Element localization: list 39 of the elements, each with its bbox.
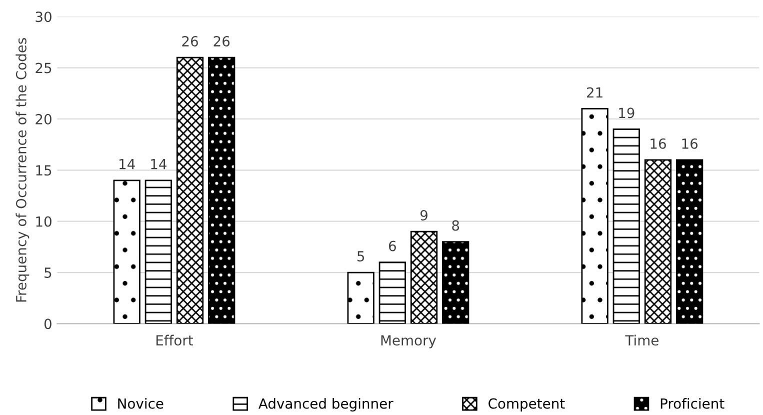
data-label: 26: [182, 36, 198, 47]
y-tick-label: 25: [36, 62, 52, 74]
y-axis-title: Frequency of Occurrence of the Codes: [16, 38, 30, 302]
bar: [347, 272, 374, 324]
y-tick-label: 10: [36, 216, 52, 227]
bar: [176, 56, 204, 324]
legend-label: Competent: [488, 398, 565, 412]
data-label: 5: [357, 251, 364, 262]
x-tick-label: Memory: [381, 335, 436, 348]
bar: [378, 262, 406, 324]
data-label: 8: [452, 220, 460, 231]
y-tick-label: 20: [36, 114, 52, 124]
bar: [581, 108, 608, 324]
y-tick-label: 0: [44, 318, 52, 330]
data-label: 14: [120, 159, 135, 170]
x-tick-label: Effort: [156, 334, 193, 346]
y-tick-label: 15: [36, 165, 52, 176]
data-label: 9: [420, 210, 428, 221]
x-tick-label: Time: [625, 334, 658, 346]
bar: [113, 180, 140, 324]
y-tick-label: 30: [36, 12, 52, 22]
y-tick-label: 5: [44, 268, 52, 278]
data-label: 19: [619, 108, 634, 118]
legend-label: Proficient: [660, 398, 724, 409]
data-label: 14: [151, 159, 166, 170]
data-label: 16: [650, 138, 666, 149]
bar: [410, 230, 438, 324]
bar: [644, 159, 672, 324]
bar: [144, 180, 172, 324]
bar: [442, 241, 470, 324]
data-label: 16: [682, 138, 698, 149]
legend-label: Novice: [118, 398, 164, 409]
data-label: 26: [214, 36, 230, 47]
data-label: 6: [388, 240, 396, 252]
bar: [208, 56, 236, 324]
data-label: 21: [586, 87, 602, 98]
bar: [612, 128, 640, 324]
bar: [676, 159, 704, 324]
legend-label: Advanced beginner: [258, 398, 394, 412]
